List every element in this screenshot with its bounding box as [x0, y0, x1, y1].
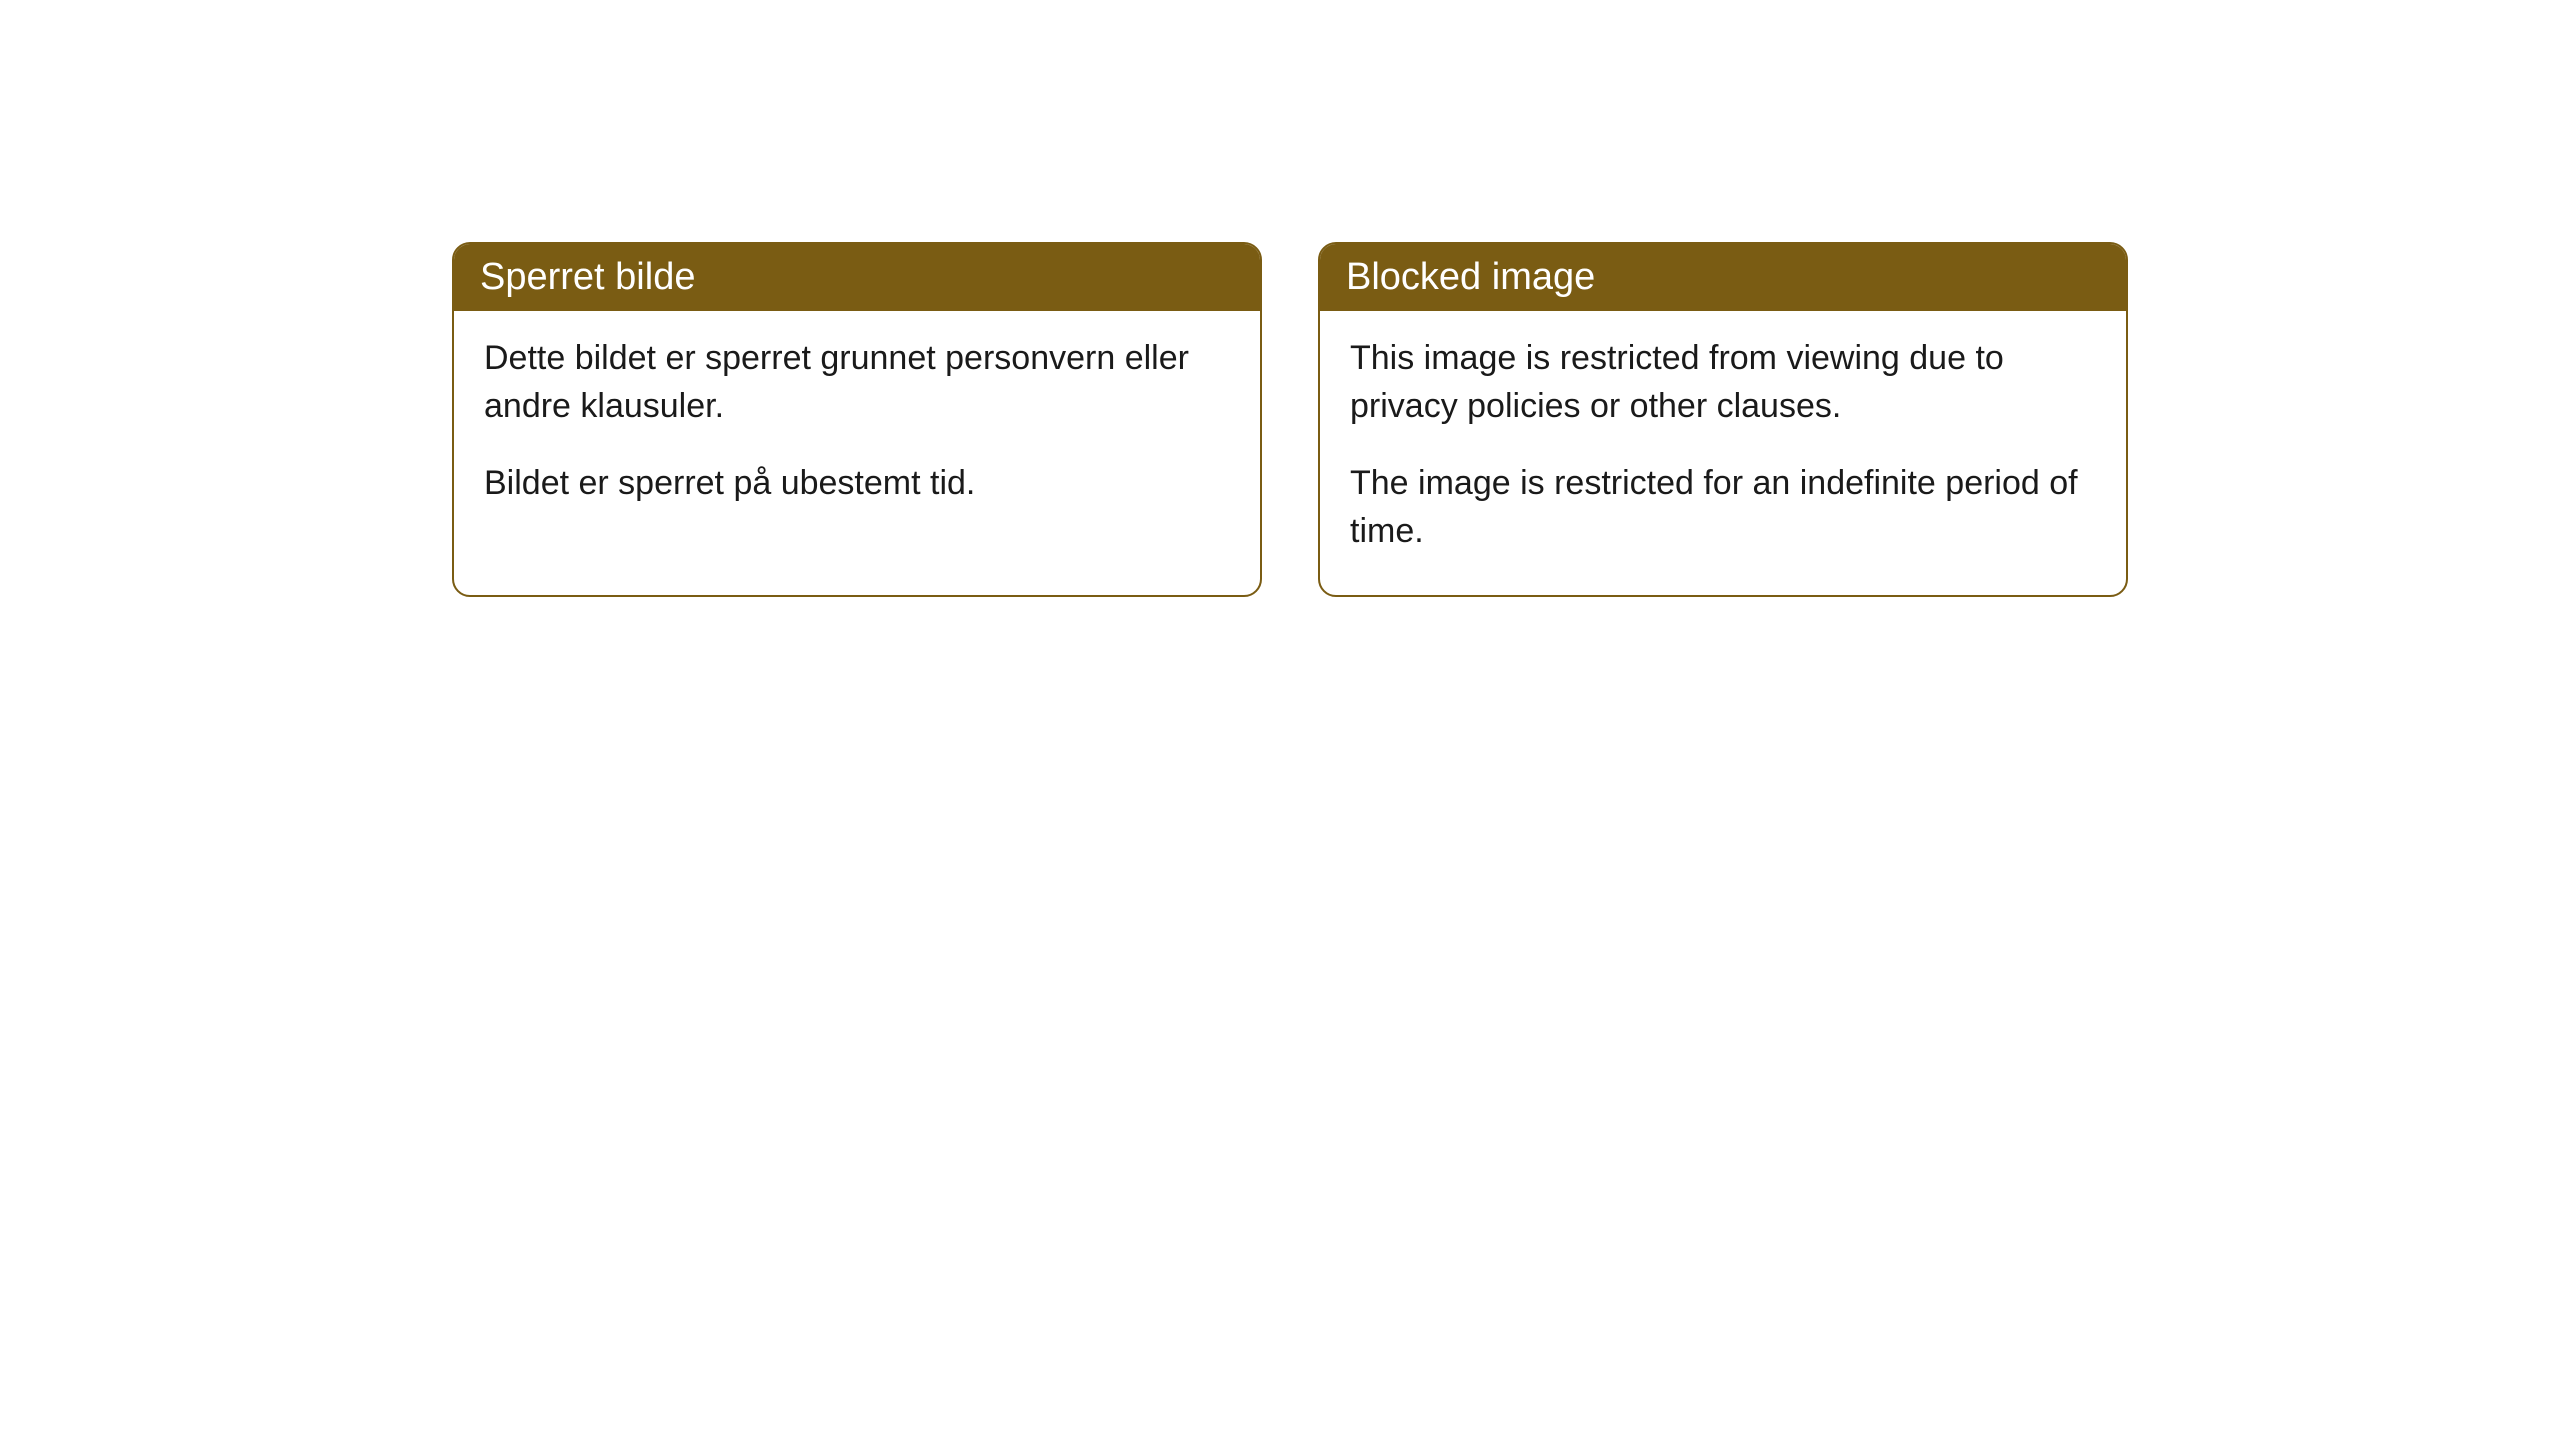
cards-container: Sperret bilde Dette bildet er sperret gr… — [452, 242, 2128, 597]
card-paragraph: Bildet er sperret på ubestemt tid. — [484, 460, 1230, 508]
card-header: Blocked image — [1320, 244, 2126, 311]
card-title: Sperret bilde — [480, 256, 695, 298]
card-title: Blocked image — [1346, 256, 1595, 298]
card-body: This image is restricted from viewing du… — [1320, 311, 2126, 595]
card-paragraph: This image is restricted from viewing du… — [1350, 335, 2096, 430]
card-header: Sperret bilde — [454, 244, 1260, 311]
blocked-image-card-english: Blocked image This image is restricted f… — [1318, 242, 2128, 597]
blocked-image-card-norwegian: Sperret bilde Dette bildet er sperret gr… — [452, 242, 1262, 597]
card-body: Dette bildet er sperret grunnet personve… — [454, 311, 1260, 548]
card-paragraph: The image is restricted for an indefinit… — [1350, 460, 2096, 555]
card-paragraph: Dette bildet er sperret grunnet personve… — [484, 335, 1230, 430]
